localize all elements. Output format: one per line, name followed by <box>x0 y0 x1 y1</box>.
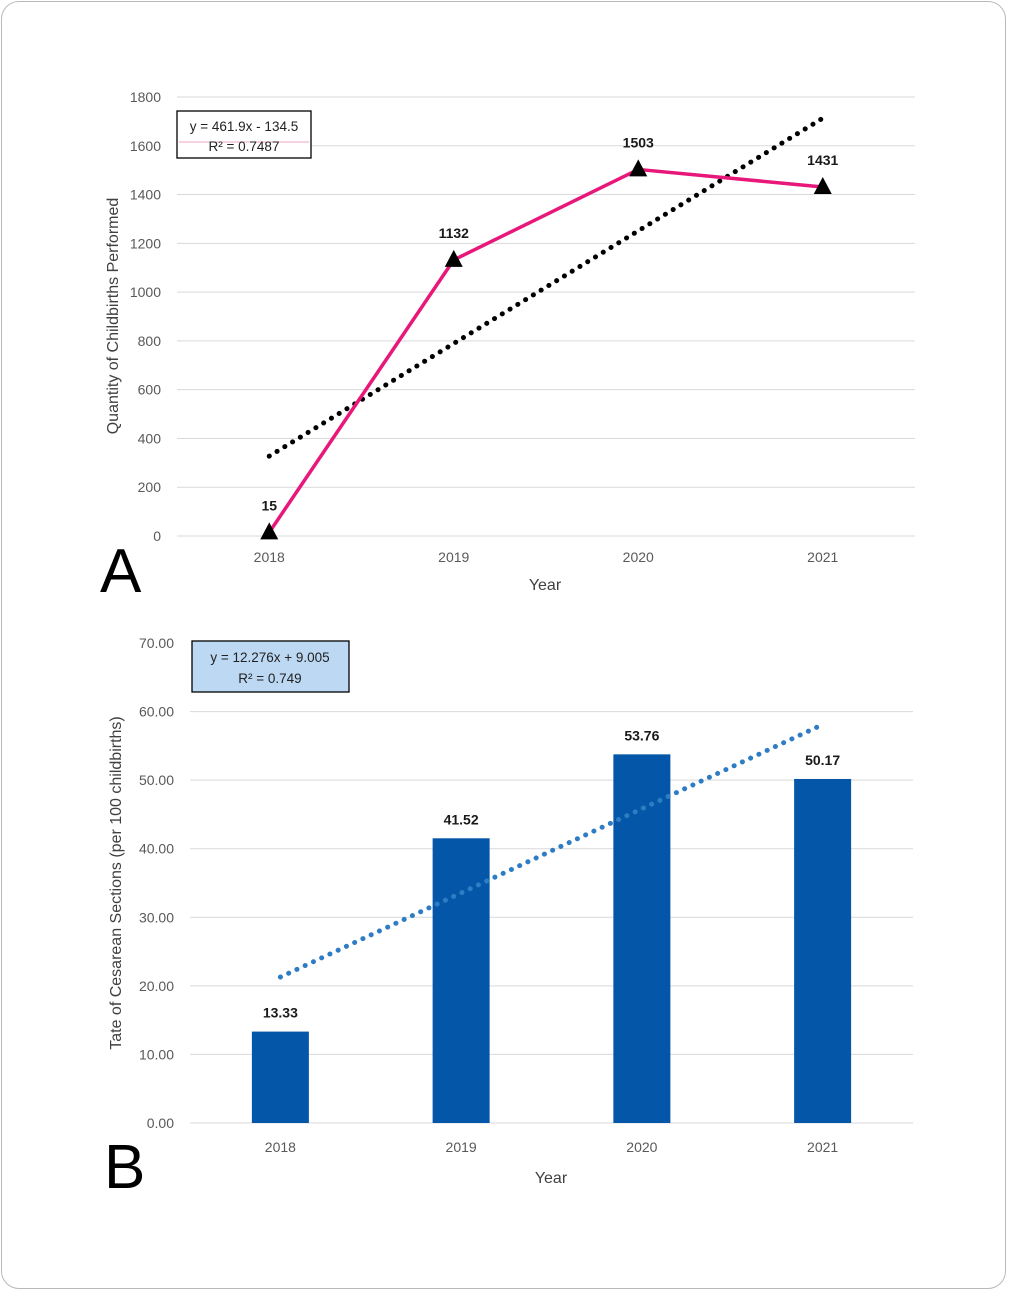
chart-a-data-label: 15 <box>261 497 277 513</box>
chart-b-trend-r2: R² = 0.749 <box>238 671 301 686</box>
chart-a-x-axis-title: Year <box>529 577 562 594</box>
chart-b-y-tick: 50.00 <box>139 772 174 788</box>
chart-a-x-tick: 2020 <box>623 549 654 565</box>
chart-a-y-tick: 600 <box>138 382 162 398</box>
chart-a-y-tick: 1800 <box>130 89 161 105</box>
chart-a-y-tick: 1000 <box>130 284 161 300</box>
chart-a-y-tick: 1600 <box>130 138 161 154</box>
chart-b: 0.0010.0020.0030.0040.0050.0060.0070.00 … <box>104 635 913 1202</box>
chart-b-bar <box>251 1031 309 1123</box>
chart-a-marker <box>629 159 648 177</box>
panel-label-b: B <box>104 1133 145 1202</box>
chart-b-y-tick: 0.00 <box>147 1115 174 1131</box>
chart-b-data-label: 41.52 <box>444 811 479 827</box>
chart-a-y-tick: 1200 <box>130 235 161 251</box>
chart-b-y-tick: 30.00 <box>139 909 174 925</box>
chart-b-x-tick: 2021 <box>807 1139 838 1155</box>
chart-a-gridlines <box>177 96 915 537</box>
chart-b-x-tick: 2020 <box>626 1139 657 1155</box>
chart-b-y-tick: 70.00 <box>139 635 174 651</box>
chart-a-y-tick-labels: 0 200 400 600 800 1000 1200 1400 1600 1800 <box>130 89 161 544</box>
chart-a-y-axis-title: Quantity of Childbirths Performed <box>105 198 122 435</box>
chart-b-x-tick: 2019 <box>446 1139 477 1155</box>
chart-b-equation-box: y = 12.276x + 9.005 R² = 0.749 <box>191 640 350 693</box>
chart-a-series-line <box>267 167 823 534</box>
chart-a-data-label: 1132 <box>439 225 470 241</box>
chart-a-trend-equation: y = 461.9x - 134.5 <box>190 119 298 134</box>
chart-a-x-tick: 2018 <box>254 549 285 565</box>
chart-a-x-tick: 2019 <box>438 549 469 565</box>
chart-b-y-tick: 10.00 <box>139 1046 174 1062</box>
chart-b-y-tick: 60.00 <box>139 704 174 720</box>
chart-b-trendline <box>277 722 826 980</box>
chart-a-x-tick-labels: 2018 2019 2020 2021 <box>254 549 839 565</box>
chart-a-marker <box>260 522 279 540</box>
chart-a-equation-box: y = 461.9x - 134.5 R² = 0.7487 <box>176 110 312 159</box>
chart-b-y-tick: 20.00 <box>139 978 174 994</box>
chart-b-bar <box>432 838 490 1123</box>
chart-a-y-tick: 0 <box>153 528 161 544</box>
chart-a-markers <box>260 159 832 540</box>
chart-a-trend-r2: R² = 0.7487 <box>209 139 280 154</box>
chart-b-bar <box>794 778 852 1123</box>
chart-a-marker <box>444 249 463 267</box>
chart-a-x-tick: 2021 <box>807 549 838 565</box>
chart-a-y-tick: 400 <box>138 430 162 446</box>
chart-b-data-labels: 13.33 41.52 53.76 50.17 <box>263 727 840 1020</box>
chart-a-y-tick: 200 <box>138 479 162 495</box>
chart-b-x-tick-labels: 2018 2019 2020 2021 <box>265 1139 839 1155</box>
chart-b-y-axis-title: Tate of Cesarean Sections (per 100 child… <box>108 716 125 1050</box>
chart-a-y-tick: 1400 <box>130 187 161 203</box>
chart-b-x-tick: 2018 <box>265 1139 296 1155</box>
chart-a-marker <box>813 176 832 194</box>
chart-a-y-tick: 800 <box>138 333 162 349</box>
chart-b-data-label: 13.33 <box>263 1005 298 1021</box>
chart-a-trendline <box>266 115 826 459</box>
chart-a-data-label: 1431 <box>807 152 838 168</box>
chart-b-trend-equation: y = 12.276x + 9.005 <box>210 650 329 665</box>
chart-b-gridlines <box>190 711 913 1124</box>
chart-b-x-axis-title: Year <box>535 1170 568 1187</box>
chart-b-data-label: 50.17 <box>805 752 840 768</box>
chart-a-data-labels: 15 1132 1503 1431 <box>261 134 838 513</box>
chart-b-bar <box>613 754 671 1123</box>
chart-b-bars <box>251 754 852 1123</box>
chart-b-y-tick: 40.00 <box>139 841 174 857</box>
chart-b-y-tick-labels: 0.00 10.00 20.00 30.00 40.00 50.00 60.00 70.00 <box>139 635 174 1131</box>
panel-label-a: A <box>100 537 142 606</box>
chart-b-data-label: 53.76 <box>624 727 659 743</box>
chart-a-data-label: 1503 <box>623 134 654 150</box>
